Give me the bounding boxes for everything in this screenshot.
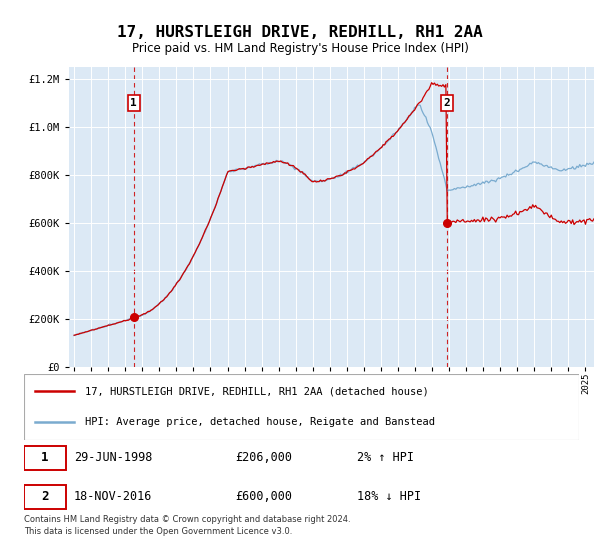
FancyBboxPatch shape [24, 374, 579, 440]
Text: £600,000: £600,000 [235, 491, 292, 503]
Text: 18-NOV-2016: 18-NOV-2016 [74, 491, 152, 503]
Text: 2: 2 [41, 491, 49, 503]
Text: 2% ↑ HPI: 2% ↑ HPI [357, 451, 414, 464]
Text: 17, HURSTLEIGH DRIVE, REDHILL, RH1 2AA: 17, HURSTLEIGH DRIVE, REDHILL, RH1 2AA [117, 25, 483, 40]
Text: HPI: Average price, detached house, Reigate and Banstead: HPI: Average price, detached house, Reig… [85, 417, 435, 427]
Text: 18% ↓ HPI: 18% ↓ HPI [357, 491, 421, 503]
Text: 1: 1 [130, 98, 137, 108]
Text: £206,000: £206,000 [235, 451, 292, 464]
Text: 17, HURSTLEIGH DRIVE, REDHILL, RH1 2AA (detached house): 17, HURSTLEIGH DRIVE, REDHILL, RH1 2AA (… [85, 386, 429, 396]
Text: 2: 2 [443, 98, 451, 108]
Text: 29-JUN-1998: 29-JUN-1998 [74, 451, 152, 464]
FancyBboxPatch shape [24, 446, 65, 470]
FancyBboxPatch shape [24, 485, 65, 509]
Text: Price paid vs. HM Land Registry's House Price Index (HPI): Price paid vs. HM Land Registry's House … [131, 42, 469, 55]
Text: Contains HM Land Registry data © Crown copyright and database right 2024.
This d: Contains HM Land Registry data © Crown c… [24, 515, 350, 536]
Text: 1: 1 [41, 451, 49, 464]
